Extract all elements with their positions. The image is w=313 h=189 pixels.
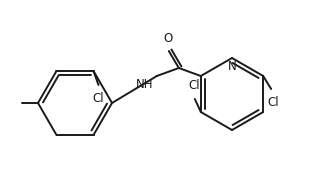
Text: O: O (163, 32, 172, 45)
Text: Cl: Cl (93, 92, 104, 105)
Text: N: N (228, 60, 236, 73)
Text: Cl: Cl (188, 79, 200, 92)
Text: NH: NH (136, 78, 154, 91)
Text: Cl: Cl (267, 96, 279, 109)
